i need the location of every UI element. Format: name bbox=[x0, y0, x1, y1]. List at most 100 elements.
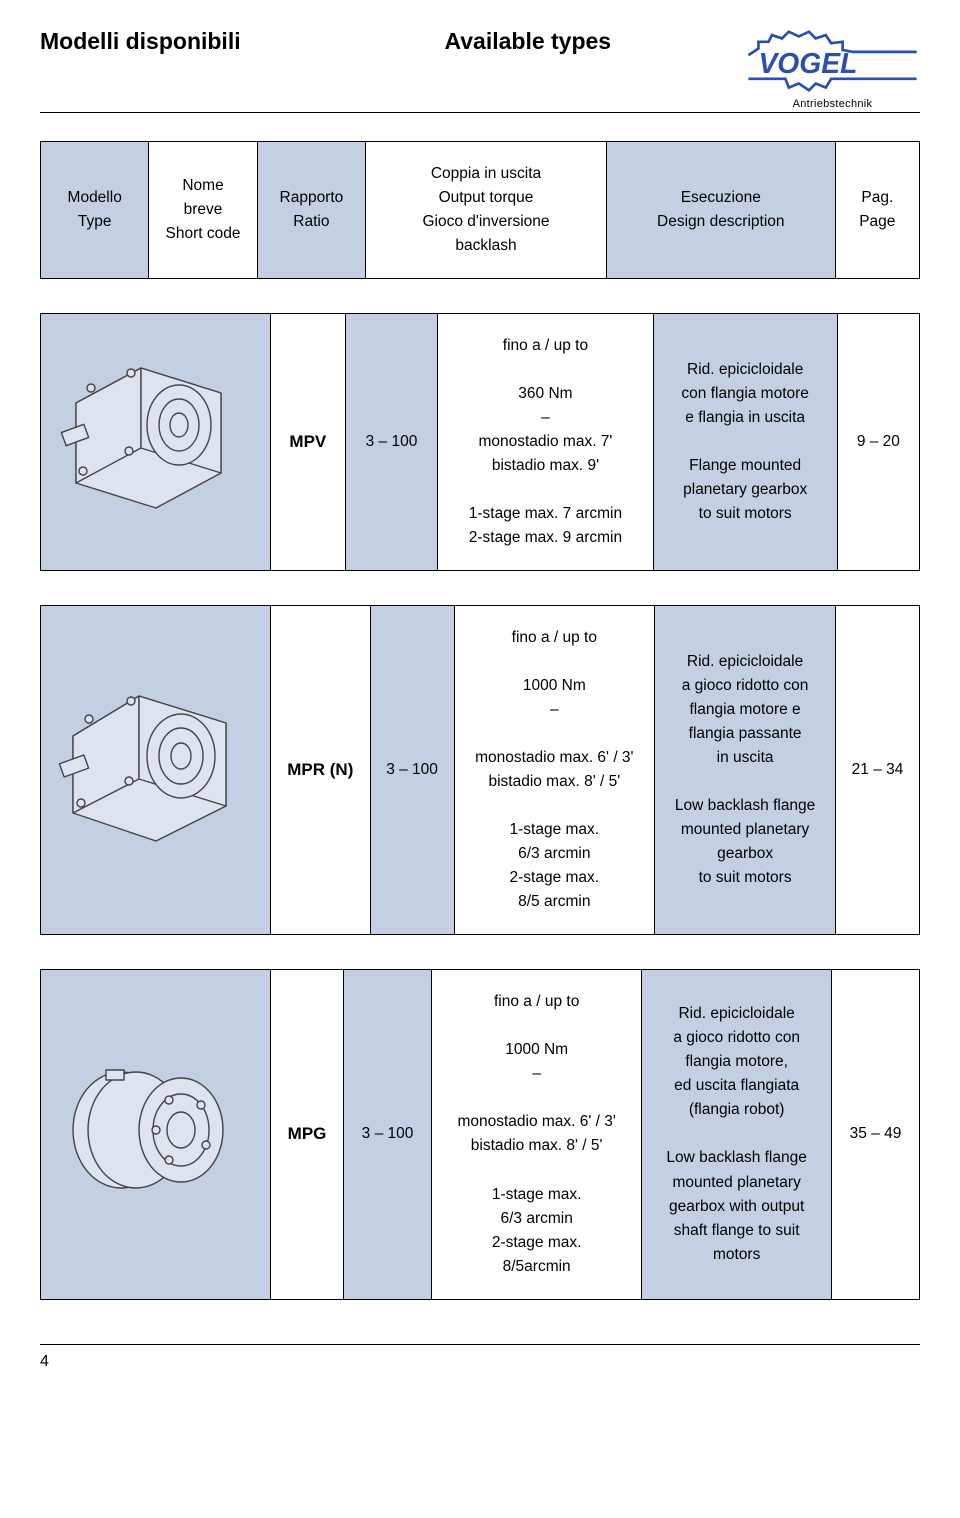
row-mpg: MPG 3 – 100 fino a / up to 1000 Nm – mon… bbox=[40, 969, 920, 1299]
mpr-spec-l6: 8/5 arcmin bbox=[518, 893, 590, 910]
mpg-spec-l4: 6/3 arcmin bbox=[500, 1210, 572, 1227]
mpr-spec-dash: – bbox=[550, 701, 559, 718]
vogel-logo: VOGEL Antriebstechnik bbox=[745, 28, 920, 110]
mpv-desc-l2: con flangia motore bbox=[681, 385, 809, 402]
mpg-ratio: 3 – 100 bbox=[344, 970, 432, 1299]
mpg-spec-top: fino a / up to bbox=[494, 993, 579, 1010]
mpr-spec-val: 1000 Nm bbox=[523, 677, 586, 694]
mpg-desc-l3: flangia motore, bbox=[685, 1053, 788, 1070]
mpr-ratio: 3 – 100 bbox=[370, 606, 454, 935]
mpr-spec-l2: bistadio max. 8' / 5' bbox=[488, 773, 620, 790]
mpg-image-cell bbox=[41, 970, 271, 1299]
col-desc-l1: Esecuzione bbox=[681, 189, 761, 206]
gearbox-mpr-icon bbox=[51, 681, 261, 851]
mpv-spec-dash: – bbox=[541, 409, 550, 426]
col-desc: Esecuzione Design description bbox=[606, 142, 835, 279]
mpr-desc-l3: flangia motore e bbox=[690, 701, 801, 718]
page-header: Modelli disponibili Available types VOGE… bbox=[40, 28, 920, 113]
mpg-desc-l6: Low backlash flange bbox=[666, 1149, 806, 1166]
page: Modelli disponibili Available types VOGE… bbox=[0, 0, 960, 1411]
row-mpr: MPR (N) 3 – 100 fino a / up to 1000 Nm –… bbox=[40, 605, 920, 935]
row-mpv: MPV 3 – 100 fino a / up to 360 Nm – mono… bbox=[40, 313, 920, 571]
mpr-desc-l6: Low backlash flange bbox=[675, 797, 815, 814]
gearbox-mpg-icon bbox=[51, 1045, 261, 1215]
mpg-spec-val: 1000 Nm bbox=[505, 1041, 568, 1058]
mpr-spec-l5: 2-stage max. bbox=[510, 869, 600, 886]
mpg-spec: fino a / up to 1000 Nm – monostadio max.… bbox=[432, 970, 642, 1299]
mpv-spec-l1: monostadio max. 7' bbox=[478, 433, 612, 450]
mpg-desc-l7: mounted planetary bbox=[672, 1174, 800, 1191]
mpr-desc-l9: to suit motors bbox=[699, 869, 792, 886]
col-shortcode-l2: Short code bbox=[166, 225, 241, 242]
mpr-spec-l4: 6/3 arcmin bbox=[518, 845, 590, 862]
col-spec-l2: Output torque bbox=[439, 189, 534, 206]
title-mid: Available types bbox=[444, 28, 611, 55]
col-spec-l3: Gioco d'inversione bbox=[422, 213, 549, 230]
mpg-spec-l1: monostadio max. 6' / 3' bbox=[457, 1113, 615, 1130]
mpv-desc-l3: e flangia in uscita bbox=[685, 409, 805, 426]
col-shortcode: Nome breve Short code bbox=[149, 142, 257, 279]
mpr-desc-l5: in uscita bbox=[717, 749, 774, 766]
mpg-short-label: MPG bbox=[288, 1124, 327, 1143]
mpr-page: 21 – 34 bbox=[836, 606, 920, 935]
mpr-shortcode: MPR (N) bbox=[271, 606, 371, 935]
gearbox-mpv-icon bbox=[51, 353, 261, 523]
mpr-short-label: MPR (N) bbox=[287, 760, 353, 779]
mpv-desc-l4: Flange mounted bbox=[689, 457, 801, 474]
mpv-spec-top: fino a / up to bbox=[503, 337, 588, 354]
mpg-desc-l2: a gioco ridotto con bbox=[673, 1029, 800, 1046]
mpg-spec-l5: 2-stage max. bbox=[492, 1234, 582, 1251]
col-ratio-l1: Rapporto bbox=[280, 189, 344, 206]
mpr-desc-l7: mounted planetary bbox=[681, 821, 809, 838]
footer-rule bbox=[40, 1344, 920, 1345]
mpr-desc: Rid. epicicloidale a gioco ridotto con f… bbox=[655, 606, 836, 935]
col-desc-l2: Design description bbox=[657, 213, 785, 230]
col-spec: Coppia in uscita Output torque Gioco d'i… bbox=[366, 142, 607, 279]
page-number: 4 bbox=[40, 1353, 920, 1371]
mpr-spec-l1: monostadio max. 6' / 3' bbox=[475, 749, 633, 766]
mpv-desc: Rid. epicicloidale con flangia motore e … bbox=[653, 314, 837, 571]
column-headers-table: Modello Type Nome breve Short code Rappo… bbox=[40, 141, 920, 279]
col-spec-l1: Coppia in uscita bbox=[431, 165, 541, 182]
col-modello-l1: Modello bbox=[68, 189, 122, 206]
mpg-page: 35 – 49 bbox=[832, 970, 920, 1299]
mpg-desc: Rid. epicicloidale a gioco ridotto con f… bbox=[642, 970, 832, 1299]
col-ratio: Rapporto Ratio bbox=[257, 142, 365, 279]
mpr-spec: fino a / up to 1000 Nm – monostadio max.… bbox=[454, 606, 655, 935]
mpv-desc-l1: Rid. epicicloidale bbox=[687, 361, 803, 378]
mpg-desc-l9: shaft flange to suit bbox=[674, 1222, 800, 1239]
mpv-desc-l6: to suit motors bbox=[699, 505, 792, 522]
col-page-l2: Page bbox=[859, 213, 895, 230]
logo-subtitle: Antriebstechnik bbox=[793, 98, 873, 110]
mpg-desc-l10: motors bbox=[713, 1246, 760, 1263]
mpr-image-cell bbox=[41, 606, 271, 935]
mpv-spec: fino a / up to 360 Nm – monostadio max. … bbox=[438, 314, 653, 571]
mpr-desc-l2: a gioco ridotto con bbox=[682, 677, 809, 694]
col-page-l1: Pag. bbox=[861, 189, 893, 206]
mpv-ratio: 3 – 100 bbox=[345, 314, 438, 571]
col-spec-l4: backlash bbox=[455, 237, 516, 254]
mpg-desc-l5: (flangia robot) bbox=[689, 1101, 785, 1118]
mpg-desc-l8: gearbox with output bbox=[669, 1198, 804, 1215]
mpv-image-cell bbox=[41, 314, 271, 571]
mpr-spec-l3: 1-stage max. bbox=[510, 821, 600, 838]
mpg-desc-l1: Rid. epicicloidale bbox=[678, 1005, 794, 1022]
title-left: Modelli disponibili bbox=[40, 28, 241, 55]
gear-logo-icon: VOGEL bbox=[745, 28, 920, 96]
col-ratio-l2: Ratio bbox=[293, 213, 329, 230]
col-modello: Modello Type bbox=[41, 142, 149, 279]
mpg-spec-l6: 8/5arcmin bbox=[503, 1258, 571, 1275]
mpg-shortcode: MPG bbox=[271, 970, 344, 1299]
mpg-desc-l4: ed uscita flangiata bbox=[674, 1077, 799, 1094]
mpg-spec-l2: bistadio max. 8' / 5' bbox=[471, 1137, 603, 1154]
mpv-shortcode: MPV bbox=[271, 314, 346, 571]
mpr-spec-top: fino a / up to bbox=[512, 629, 597, 646]
mpg-spec-l3: 1-stage max. bbox=[492, 1186, 582, 1203]
mpv-desc-l5: planetary gearbox bbox=[683, 481, 807, 498]
mpr-desc-l1: Rid. epicicloidale bbox=[687, 653, 803, 670]
mpv-spec-l4: 2-stage max. 9 arcmin bbox=[469, 529, 622, 546]
mpr-desc-l8: gearbox bbox=[717, 845, 773, 862]
mpv-spec-l2: bistadio max. 9' bbox=[492, 457, 599, 474]
col-page: Pag. Page bbox=[835, 142, 919, 279]
mpv-short-label: MPV bbox=[289, 432, 326, 451]
